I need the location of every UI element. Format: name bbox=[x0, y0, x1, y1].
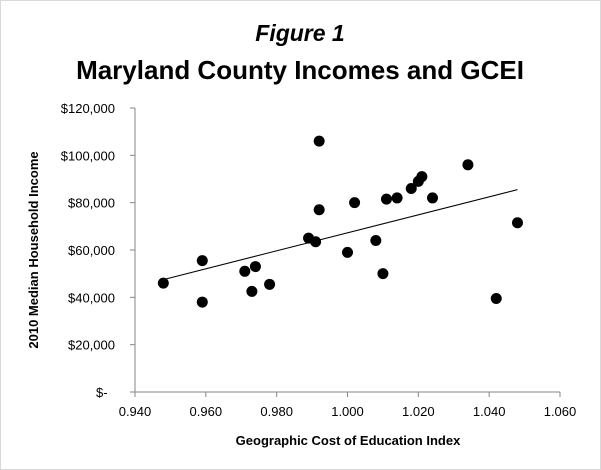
data-point bbox=[246, 285, 258, 297]
data-point bbox=[370, 235, 382, 247]
data-point bbox=[349, 197, 361, 209]
x-tick-label: 1.000 bbox=[331, 404, 364, 419]
data-point bbox=[380, 193, 392, 205]
x-tick-label: 0.980 bbox=[260, 404, 293, 419]
data-point bbox=[490, 293, 502, 305]
y-tick-label: $60,000 bbox=[68, 243, 115, 258]
x-axis-ticks: 0.940 0.960 0.980 1.000 1.020 1.040 1.060 bbox=[119, 392, 577, 419]
x-axis-label: Geographic Cost of Education Index bbox=[236, 433, 461, 448]
y-tick-label: $100,000 bbox=[61, 148, 115, 163]
chart-subtitle: Figure 1 bbox=[255, 20, 344, 46]
data-point bbox=[157, 277, 169, 289]
y-axis-ticks: $- $20,000 $40,000 $60,000 $80,000 $100,000 $1… bbox=[61, 101, 135, 400]
y-tick-label: $40,000 bbox=[68, 290, 115, 305]
data-point bbox=[310, 236, 322, 248]
y-tick-label: $120,000 bbox=[61, 101, 115, 116]
data-point bbox=[391, 192, 403, 204]
data-point bbox=[342, 246, 353, 258]
y-tick-label: $- bbox=[96, 385, 108, 400]
data-point bbox=[416, 171, 428, 183]
trendline bbox=[163, 189, 518, 281]
x-tick-label: 0.940 bbox=[119, 404, 152, 419]
data-point bbox=[512, 217, 523, 229]
data-point bbox=[313, 135, 325, 147]
data-point bbox=[249, 261, 261, 273]
data-point bbox=[264, 278, 276, 290]
chart-title: Maryland County Incomes and GCEI bbox=[76, 55, 524, 85]
x-tick-label: 1.040 bbox=[473, 404, 506, 419]
y-tick-label: $20,000 bbox=[68, 338, 115, 353]
data-point bbox=[239, 265, 251, 277]
data-point bbox=[377, 268, 389, 280]
data-point bbox=[196, 255, 208, 267]
y-axis-label: 2010 Median Household Income bbox=[26, 151, 41, 348]
data-point bbox=[405, 182, 417, 194]
data-point bbox=[427, 192, 438, 204]
plot-area: $- $20,000 $40,000 $60,000 $80,000 $100,000 $1… bbox=[61, 101, 577, 419]
data-points bbox=[157, 135, 523, 308]
data-point bbox=[196, 296, 208, 308]
y-tick-label: $80,000 bbox=[68, 196, 115, 211]
data-point bbox=[313, 204, 325, 216]
x-tick-label: 1.020 bbox=[402, 404, 435, 419]
x-tick-label: 1.060 bbox=[544, 404, 577, 419]
x-tick-label: 0.960 bbox=[190, 404, 223, 419]
data-point bbox=[462, 159, 474, 171]
